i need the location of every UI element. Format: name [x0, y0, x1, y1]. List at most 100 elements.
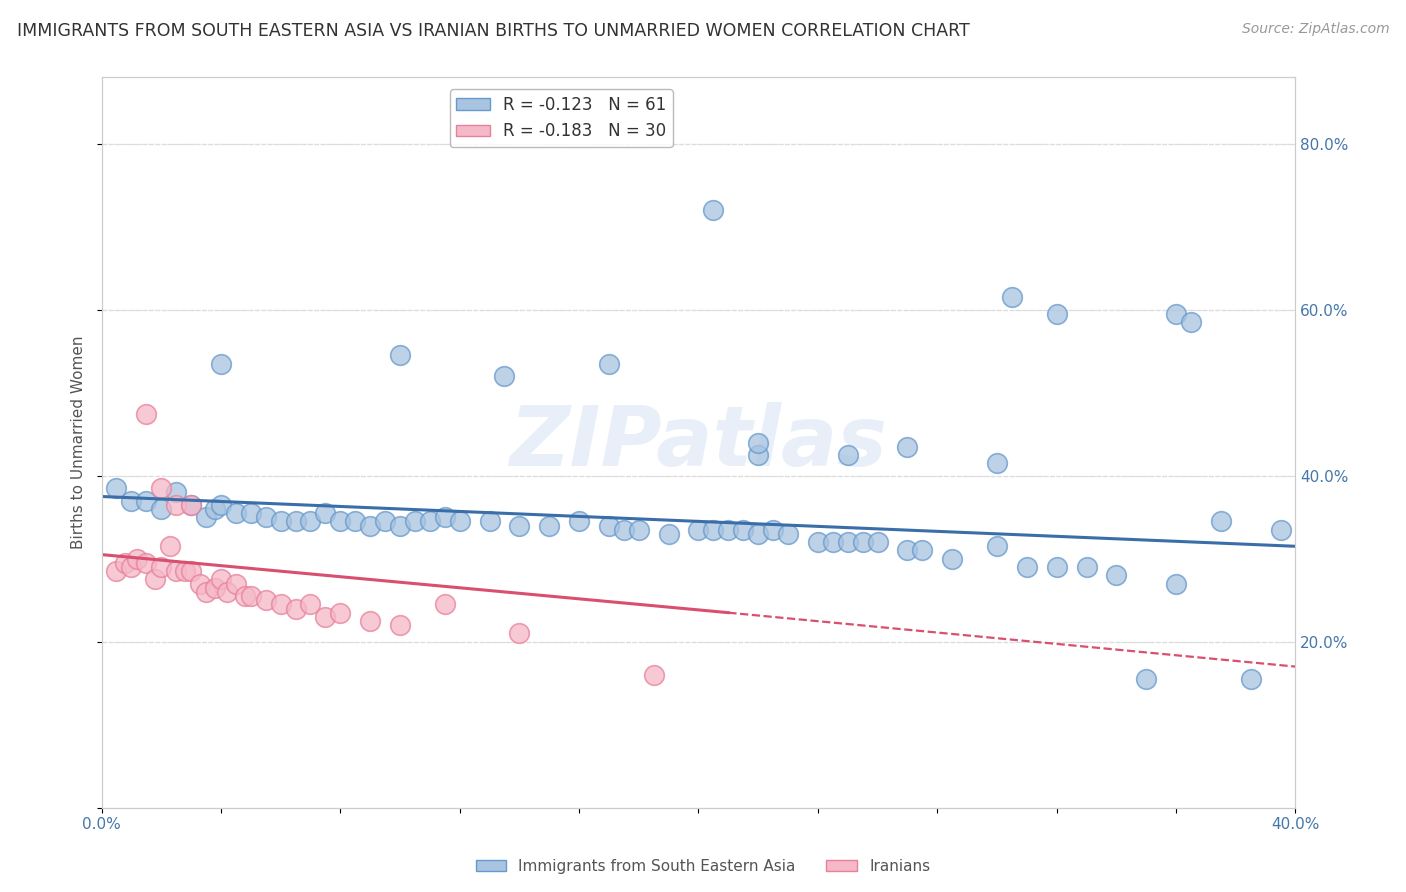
Point — [807, 535, 830, 549]
Point — [165, 485, 187, 500]
Legend: Immigrants from South Eastern Asia, Iranians: Immigrants from South Eastern Asia, Iran… — [470, 853, 936, 880]
Point — [986, 539, 1008, 553]
Point — [419, 515, 441, 529]
Point — [270, 598, 292, 612]
Point — [209, 573, 232, 587]
Point — [508, 626, 530, 640]
Point — [1164, 307, 1187, 321]
Point — [598, 357, 620, 371]
Point — [837, 535, 859, 549]
Point — [747, 526, 769, 541]
Point — [105, 564, 128, 578]
Point — [135, 556, 157, 570]
Point — [159, 539, 181, 553]
Point — [1270, 523, 1292, 537]
Point — [613, 523, 636, 537]
Point — [329, 606, 352, 620]
Point — [538, 518, 561, 533]
Point — [359, 518, 381, 533]
Point — [195, 510, 218, 524]
Point — [374, 515, 396, 529]
Point — [254, 593, 277, 607]
Point — [1209, 515, 1232, 529]
Point — [627, 523, 650, 537]
Point — [733, 523, 755, 537]
Point — [911, 543, 934, 558]
Point — [478, 515, 501, 529]
Point — [776, 526, 799, 541]
Point — [866, 535, 889, 549]
Point — [299, 598, 322, 612]
Point — [821, 535, 844, 549]
Point — [165, 564, 187, 578]
Point — [135, 493, 157, 508]
Point — [204, 581, 226, 595]
Point — [1015, 560, 1038, 574]
Point — [180, 498, 202, 512]
Point — [165, 498, 187, 512]
Point — [449, 515, 471, 529]
Y-axis label: Births to Unmarried Women: Births to Unmarried Women — [72, 335, 86, 549]
Point — [1046, 560, 1069, 574]
Point — [717, 523, 740, 537]
Point — [568, 515, 591, 529]
Point — [215, 585, 238, 599]
Point — [941, 551, 963, 566]
Point — [598, 518, 620, 533]
Point — [150, 502, 173, 516]
Point — [105, 481, 128, 495]
Point — [270, 515, 292, 529]
Point — [314, 506, 336, 520]
Point — [344, 515, 367, 529]
Point — [688, 523, 710, 537]
Point — [239, 589, 262, 603]
Point — [747, 448, 769, 462]
Point — [195, 585, 218, 599]
Point — [254, 510, 277, 524]
Point — [702, 523, 724, 537]
Point — [284, 515, 307, 529]
Point — [359, 614, 381, 628]
Point — [388, 348, 411, 362]
Point — [388, 618, 411, 632]
Point — [658, 526, 681, 541]
Point — [135, 407, 157, 421]
Legend: R = -0.123   N = 61, R = -0.183   N = 30: R = -0.123 N = 61, R = -0.183 N = 30 — [450, 89, 673, 147]
Point — [209, 357, 232, 371]
Point — [180, 498, 202, 512]
Point — [896, 440, 918, 454]
Text: Source: ZipAtlas.com: Source: ZipAtlas.com — [1241, 22, 1389, 37]
Point — [314, 610, 336, 624]
Point — [204, 502, 226, 516]
Point — [150, 560, 173, 574]
Point — [762, 523, 785, 537]
Point — [1076, 560, 1098, 574]
Point — [1180, 315, 1202, 329]
Point — [233, 589, 256, 603]
Text: IMMIGRANTS FROM SOUTH EASTERN ASIA VS IRANIAN BIRTHS TO UNMARRIED WOMEN CORRELAT: IMMIGRANTS FROM SOUTH EASTERN ASIA VS IR… — [17, 22, 970, 40]
Point — [1001, 290, 1024, 304]
Point — [747, 435, 769, 450]
Point — [174, 564, 197, 578]
Point — [127, 551, 149, 566]
Point — [388, 518, 411, 533]
Point — [837, 448, 859, 462]
Point — [1046, 307, 1069, 321]
Point — [1135, 672, 1157, 686]
Point — [1105, 568, 1128, 582]
Point — [404, 515, 426, 529]
Point — [1240, 672, 1263, 686]
Point — [433, 598, 456, 612]
Point — [209, 498, 232, 512]
Point — [1164, 576, 1187, 591]
Point — [329, 515, 352, 529]
Point — [284, 601, 307, 615]
Point — [239, 506, 262, 520]
Point — [225, 576, 247, 591]
Point — [896, 543, 918, 558]
Point — [508, 518, 530, 533]
Point — [143, 573, 166, 587]
Text: ZIPatlas: ZIPatlas — [509, 402, 887, 483]
Point — [180, 564, 202, 578]
Point — [120, 493, 142, 508]
